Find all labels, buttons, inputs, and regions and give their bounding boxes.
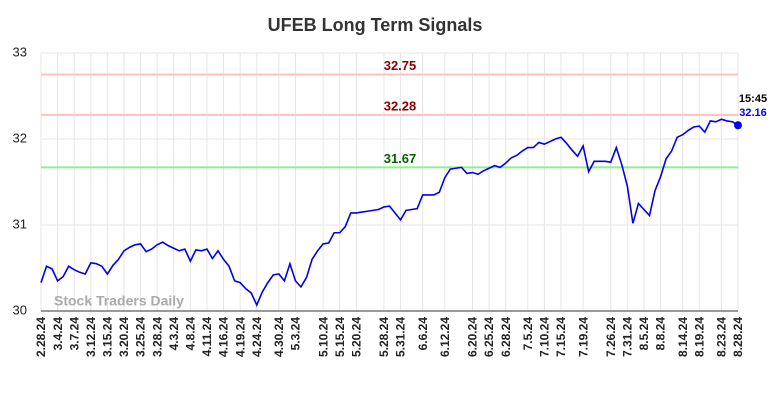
x-tick-label: 4.8.24 <box>184 317 198 351</box>
x-tick-label: 4.11.24 <box>200 317 214 357</box>
x-tick-label: 3.4.24 <box>51 317 65 351</box>
x-tick-label: 7.26.24 <box>604 317 618 357</box>
x-tick-label: 5.31.24 <box>394 317 408 357</box>
y-tick-label: 33 <box>13 44 27 59</box>
x-tick-label: 7.19.24 <box>576 317 590 357</box>
x-tick-label: 4.16.24 <box>217 317 231 357</box>
last-value: 32.16 <box>739 107 767 119</box>
x-tick-label: 7.31.24 <box>621 317 635 357</box>
signal-label: 32.75 <box>384 58 417 73</box>
x-tick-label: 8.19.24 <box>692 317 706 357</box>
y-tick-label: 30 <box>13 302 27 317</box>
x-tick-label: 4.19.24 <box>233 317 247 357</box>
x-tick-label: 7.15.24 <box>554 317 568 357</box>
x-tick-label: 8.8.24 <box>654 317 668 351</box>
chart-title: UFEB Long Term Signals <box>268 15 483 35</box>
x-tick-label: 8.5.24 <box>637 317 651 351</box>
x-tick-label: 3.25.24 <box>134 317 148 357</box>
x-tick-label: 5.10.24 <box>316 317 330 357</box>
x-tick-label: 6.6.24 <box>416 317 430 351</box>
x-tick-label: 6.25.24 <box>482 317 496 357</box>
price-line <box>40 118 739 307</box>
y-tick-label: 31 <box>13 216 27 231</box>
last-time: 15:45 <box>739 93 767 105</box>
x-tick-label: 4.24.24 <box>250 317 264 357</box>
x-tick-label: 6.12.24 <box>438 317 452 357</box>
x-tick-label: 8.23.24 <box>715 317 729 357</box>
watermark: Stock Traders Daily <box>54 293 184 309</box>
signal-label: 32.28 <box>384 98 417 113</box>
x-tick-label: 7.5.24 <box>521 317 535 351</box>
x-tick-label: 5.28.24 <box>377 317 391 357</box>
x-tick-label: 3.12.24 <box>84 317 98 357</box>
x-tick-label: 5.3.24 <box>289 317 303 351</box>
x-tick-label: 6.20.24 <box>466 317 480 357</box>
x-tick-label: 4.30.24 <box>272 317 286 357</box>
x-tick-label: 7.10.24 <box>538 317 552 357</box>
x-tick-label: 3.7.24 <box>67 317 81 351</box>
x-tick-label: 5.20.24 <box>349 317 363 357</box>
x-tick-label: 4.3.24 <box>167 317 181 351</box>
x-tick-label: 6.28.24 <box>499 317 513 357</box>
x-tick-label: 5.15.24 <box>333 317 347 357</box>
x-tick-label: 3.28.24 <box>150 317 164 357</box>
last-point <box>734 121 742 130</box>
signal-label: 31.67 <box>384 151 417 166</box>
x-tick-label: 8.28.24 <box>731 317 745 357</box>
x-tick-label: 8.14.24 <box>676 317 690 357</box>
y-tick-label: 32 <box>13 130 27 145</box>
x-tick-label: 2.28.24 <box>34 317 48 357</box>
x-tick-label: 3.20.24 <box>117 317 131 357</box>
x-tick-label: 3.15.24 <box>101 317 115 357</box>
